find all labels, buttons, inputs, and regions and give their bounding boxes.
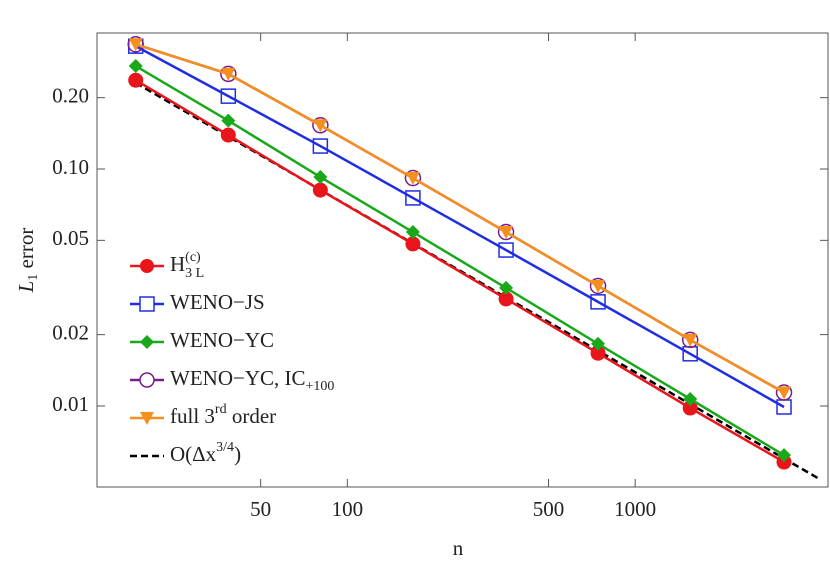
y-tick-label: 0.01 — [52, 392, 89, 416]
legend-sup: 3/4 — [216, 440, 234, 455]
series-line — [135, 79, 785, 464]
legend-name: H — [170, 252, 185, 276]
marker — [498, 242, 514, 258]
legend-marker — [140, 412, 154, 425]
legend-marker — [139, 296, 155, 312]
marker — [313, 119, 328, 133]
legend-sub: 3 L — [185, 266, 204, 281]
y-label-sub: 1 — [26, 274, 41, 281]
marker — [499, 226, 514, 240]
x-tick-label: 100 — [332, 497, 364, 521]
marker — [405, 190, 421, 206]
marker — [312, 138, 329, 154]
series-line — [135, 45, 785, 409]
marker — [220, 65, 237, 83]
marker — [220, 88, 237, 104]
marker — [499, 280, 514, 295]
legend-marker — [139, 372, 155, 388]
marker — [683, 333, 698, 347]
marker — [312, 182, 328, 198]
marker — [681, 331, 699, 349]
legend-label: WENO−YC, IC+100 — [170, 366, 334, 394]
marker — [777, 386, 792, 400]
legend-name: WENO−YC — [170, 328, 274, 352]
legend-suffix: ) — [234, 442, 241, 466]
marker — [221, 113, 236, 128]
y-label-suffix: error — [14, 228, 38, 274]
marker — [591, 279, 606, 293]
legend-sub: +100 — [306, 379, 335, 394]
y-tick-label: 0.10 — [52, 155, 89, 179]
marker — [404, 169, 422, 187]
y-tick-label: 0.05 — [52, 226, 89, 250]
marker — [682, 400, 698, 416]
legend-name: O(Δx — [170, 442, 217, 466]
marker — [220, 127, 236, 143]
y-axis-label: L1 error — [14, 228, 41, 294]
marker — [313, 170, 328, 185]
marker — [589, 277, 607, 295]
legend-sup: rd — [215, 402, 227, 417]
legend-suffix: order — [227, 404, 277, 428]
legend-marker — [140, 335, 154, 349]
marker — [312, 117, 329, 134]
legend-label: full 3rd order — [170, 402, 276, 428]
legend-name: WENO−YC, IC — [170, 366, 306, 390]
plot-frame — [96, 32, 829, 488]
marker — [498, 291, 514, 307]
legend-sup: (c) — [185, 250, 201, 265]
marker — [497, 223, 515, 241]
x-axis-label: n — [453, 536, 464, 560]
x-tick-label: 500 — [533, 497, 565, 521]
marker — [591, 336, 606, 351]
marker — [590, 345, 606, 361]
y-label-main: L — [14, 281, 38, 294]
legend-name: full 3 — [170, 404, 215, 428]
marker — [777, 448, 792, 463]
series-line — [135, 64, 785, 457]
marker — [683, 392, 698, 407]
y-tick-label: 0.20 — [52, 84, 89, 108]
legend-label: O(Δx3/4) — [170, 440, 241, 466]
y-tick-label: 0.02 — [52, 320, 89, 344]
legend-label: WENO−YC — [170, 328, 274, 352]
marker — [405, 172, 420, 186]
legend-marker — [140, 259, 154, 273]
marker — [128, 38, 143, 52]
marker — [590, 294, 606, 310]
x-tick-label: 50 — [250, 497, 271, 521]
series-line — [135, 43, 785, 394]
marker — [127, 36, 144, 53]
marker — [221, 67, 236, 81]
x-tick-label: 1000 — [614, 497, 656, 521]
marker — [128, 72, 144, 88]
legend-label: WENO−JS — [170, 290, 265, 314]
marker — [405, 225, 420, 240]
marker — [405, 236, 421, 252]
marker — [128, 59, 143, 74]
marker — [775, 384, 793, 401]
legend-name: WENO−JS — [170, 290, 265, 314]
legend-label: H(c) 3 L — [170, 250, 204, 281]
